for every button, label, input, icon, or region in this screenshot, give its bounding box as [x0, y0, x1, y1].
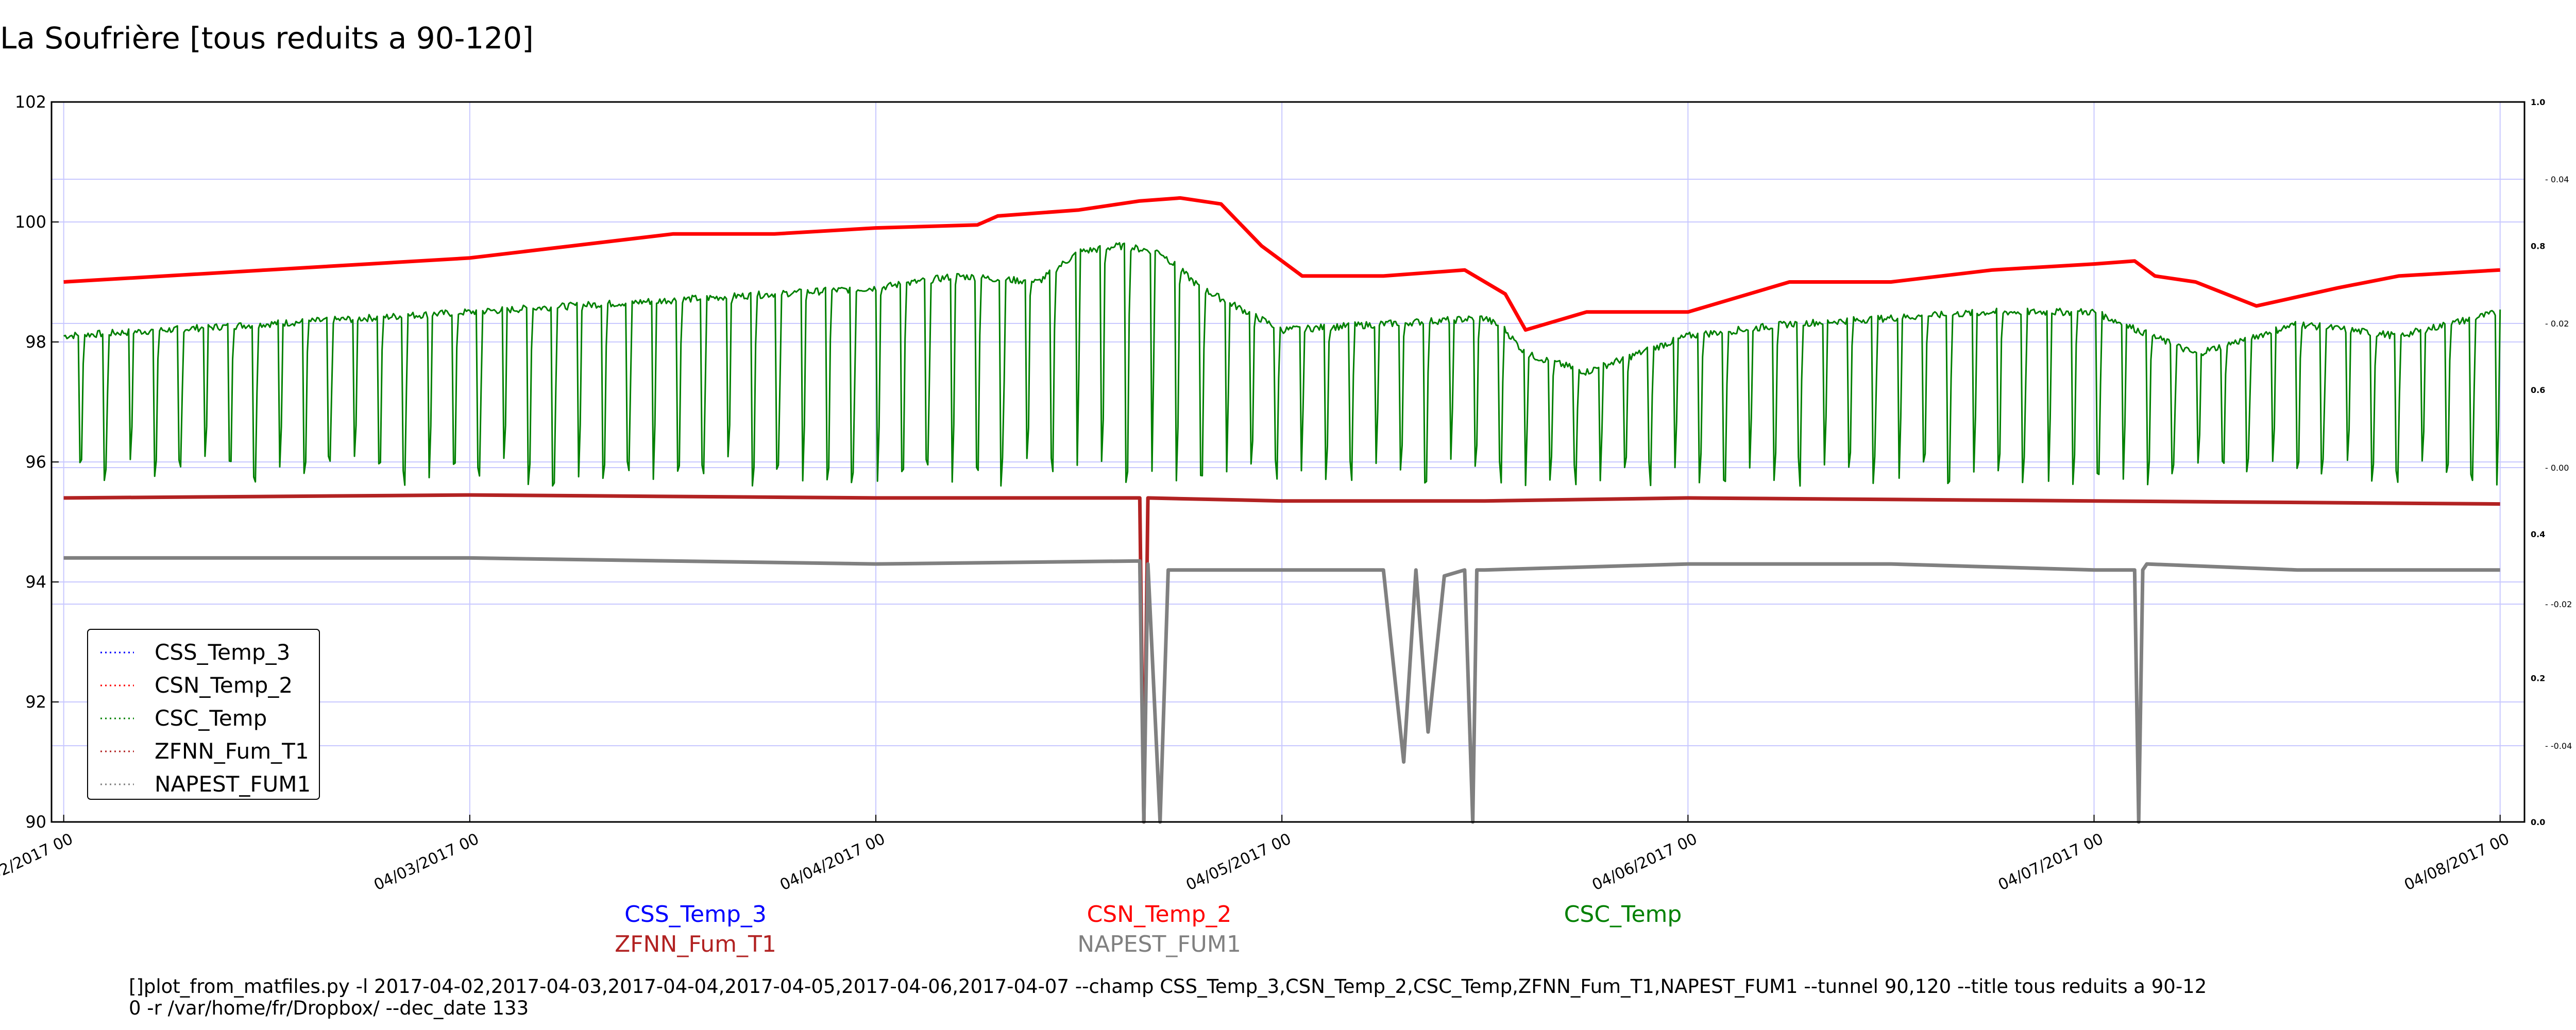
y2-tick-label: 0.0 [2531, 817, 2545, 827]
x-tick-label: 04/06/2017 00 [1589, 830, 1700, 895]
x-tick-label: 04/04/2017 00 [777, 830, 888, 895]
series-name-csc-temp: CSC_Temp [1564, 901, 1682, 928]
x-tick-label: 04/07/2017 00 [1995, 830, 2106, 895]
command-line-caption: []plot_from_matfiles.py -l 2017-04-02,20… [129, 975, 2207, 1019]
series-line-csc-temp [63, 242, 2501, 487]
y-axis: 90 92 94 96 98 100 102 [15, 92, 59, 832]
y2-tick-label: 0.6 [2531, 385, 2545, 395]
y-tick-label: 94 [25, 572, 46, 592]
legend-label: ZFNN_Fum_T1 [155, 739, 309, 764]
y2-right-tick-label: - -0.02 [2545, 599, 2572, 609]
legend-label: CSN_Temp_2 [155, 673, 293, 698]
chart-title: La Soufrière [tous reduits a 90-120] [0, 21, 534, 56]
series-line-zfnn-fum-t1 [63, 493, 2500, 824]
y2-tick-label: 0.2 [2531, 673, 2545, 683]
series-name-css-temp-3: CSS_Temp_3 [624, 901, 767, 928]
grid-lines [52, 101, 2524, 822]
y-tick-label: 92 [25, 692, 46, 712]
secondary-y-axis: 0.0 0.2 0.4 0.6 0.8 1.0 - 0.04 - 0.02 - 0.00 - -0… [2531, 97, 2572, 827]
y2-tick-label: 1.0 [2531, 97, 2545, 107]
x-tick-label: 04/02/2017 00 [0, 830, 76, 895]
y-tick-label: 98 [25, 332, 46, 352]
series-lines [63, 196, 2501, 824]
series-name-napest-fum1: NAPEST_FUM1 [1077, 931, 1241, 957]
legend-box [87, 629, 320, 800]
legend-label: NAPEST_FUM1 [155, 771, 311, 797]
series-name-zfnn-fum-t1: ZFNN_Fum_T1 [615, 931, 776, 957]
series-line-napest-fum1 [63, 556, 2500, 824]
x-tick-label: 04/08/2017 00 [2401, 830, 2512, 895]
x-axis: 04/02/2017 00 04/03/2017 00 04/04/2017 00 0… [0, 815, 2512, 894]
y2-tick-label: 0.4 [2531, 529, 2545, 539]
legend-label: CSS_Temp_3 [155, 640, 290, 665]
series-name-csn-temp-2: CSN_Temp_2 [1087, 901, 1232, 928]
y-tick-label: 102 [15, 92, 46, 112]
y2-right-tick-label: - 0.02 [2545, 319, 2569, 329]
x-tick-label: 04/05/2017 00 [1183, 830, 1294, 895]
y-tick-label: 96 [25, 452, 46, 472]
y2-right-tick-label: - -0.04 [2545, 741, 2572, 751]
y2-right-tick-label: - 0.04 [2545, 175, 2569, 184]
legend: CSS_Temp_3 CSN_Temp_2 CSC_Temp ZFNN_Fum_T1 N… [87, 629, 320, 800]
legend-label: CSC_Temp [155, 706, 267, 731]
y-tick-label: 90 [25, 812, 46, 832]
series-line-csn-temp-2 [63, 196, 2500, 332]
y-tick-label: 100 [15, 212, 46, 232]
x-tick-label: 04/03/2017 00 [371, 830, 482, 895]
y2-tick-label: 0.8 [2531, 242, 2545, 251]
y2-right-tick-label: - 0.00 [2545, 463, 2569, 473]
